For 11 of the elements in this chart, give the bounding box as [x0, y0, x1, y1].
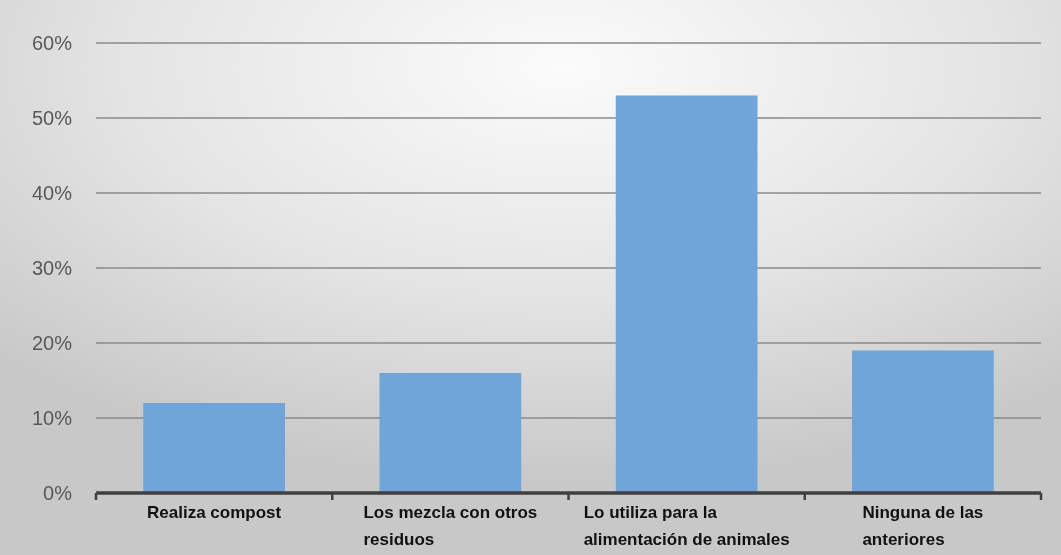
x-tick-label: Realiza compost: [147, 503, 282, 522]
y-tick-label: 30%: [31, 257, 73, 279]
x-tick-label: Lo utiliza para la alimentación de animales: [583, 503, 790, 549]
x-tick-label: Ninguna de las anteriores: [862, 503, 984, 549]
y-tick-label: 50%: [31, 107, 73, 129]
y-tick-label: 40%: [31, 182, 73, 204]
y-tick-label: 10%: [31, 407, 73, 429]
y-tick-label: 60%: [31, 32, 73, 54]
y-tick-label: 0%: [43, 482, 73, 504]
x-tick-label: Los mezcla con otros residuos: [363, 503, 538, 549]
y-tick-label: 20%: [31, 332, 73, 354]
